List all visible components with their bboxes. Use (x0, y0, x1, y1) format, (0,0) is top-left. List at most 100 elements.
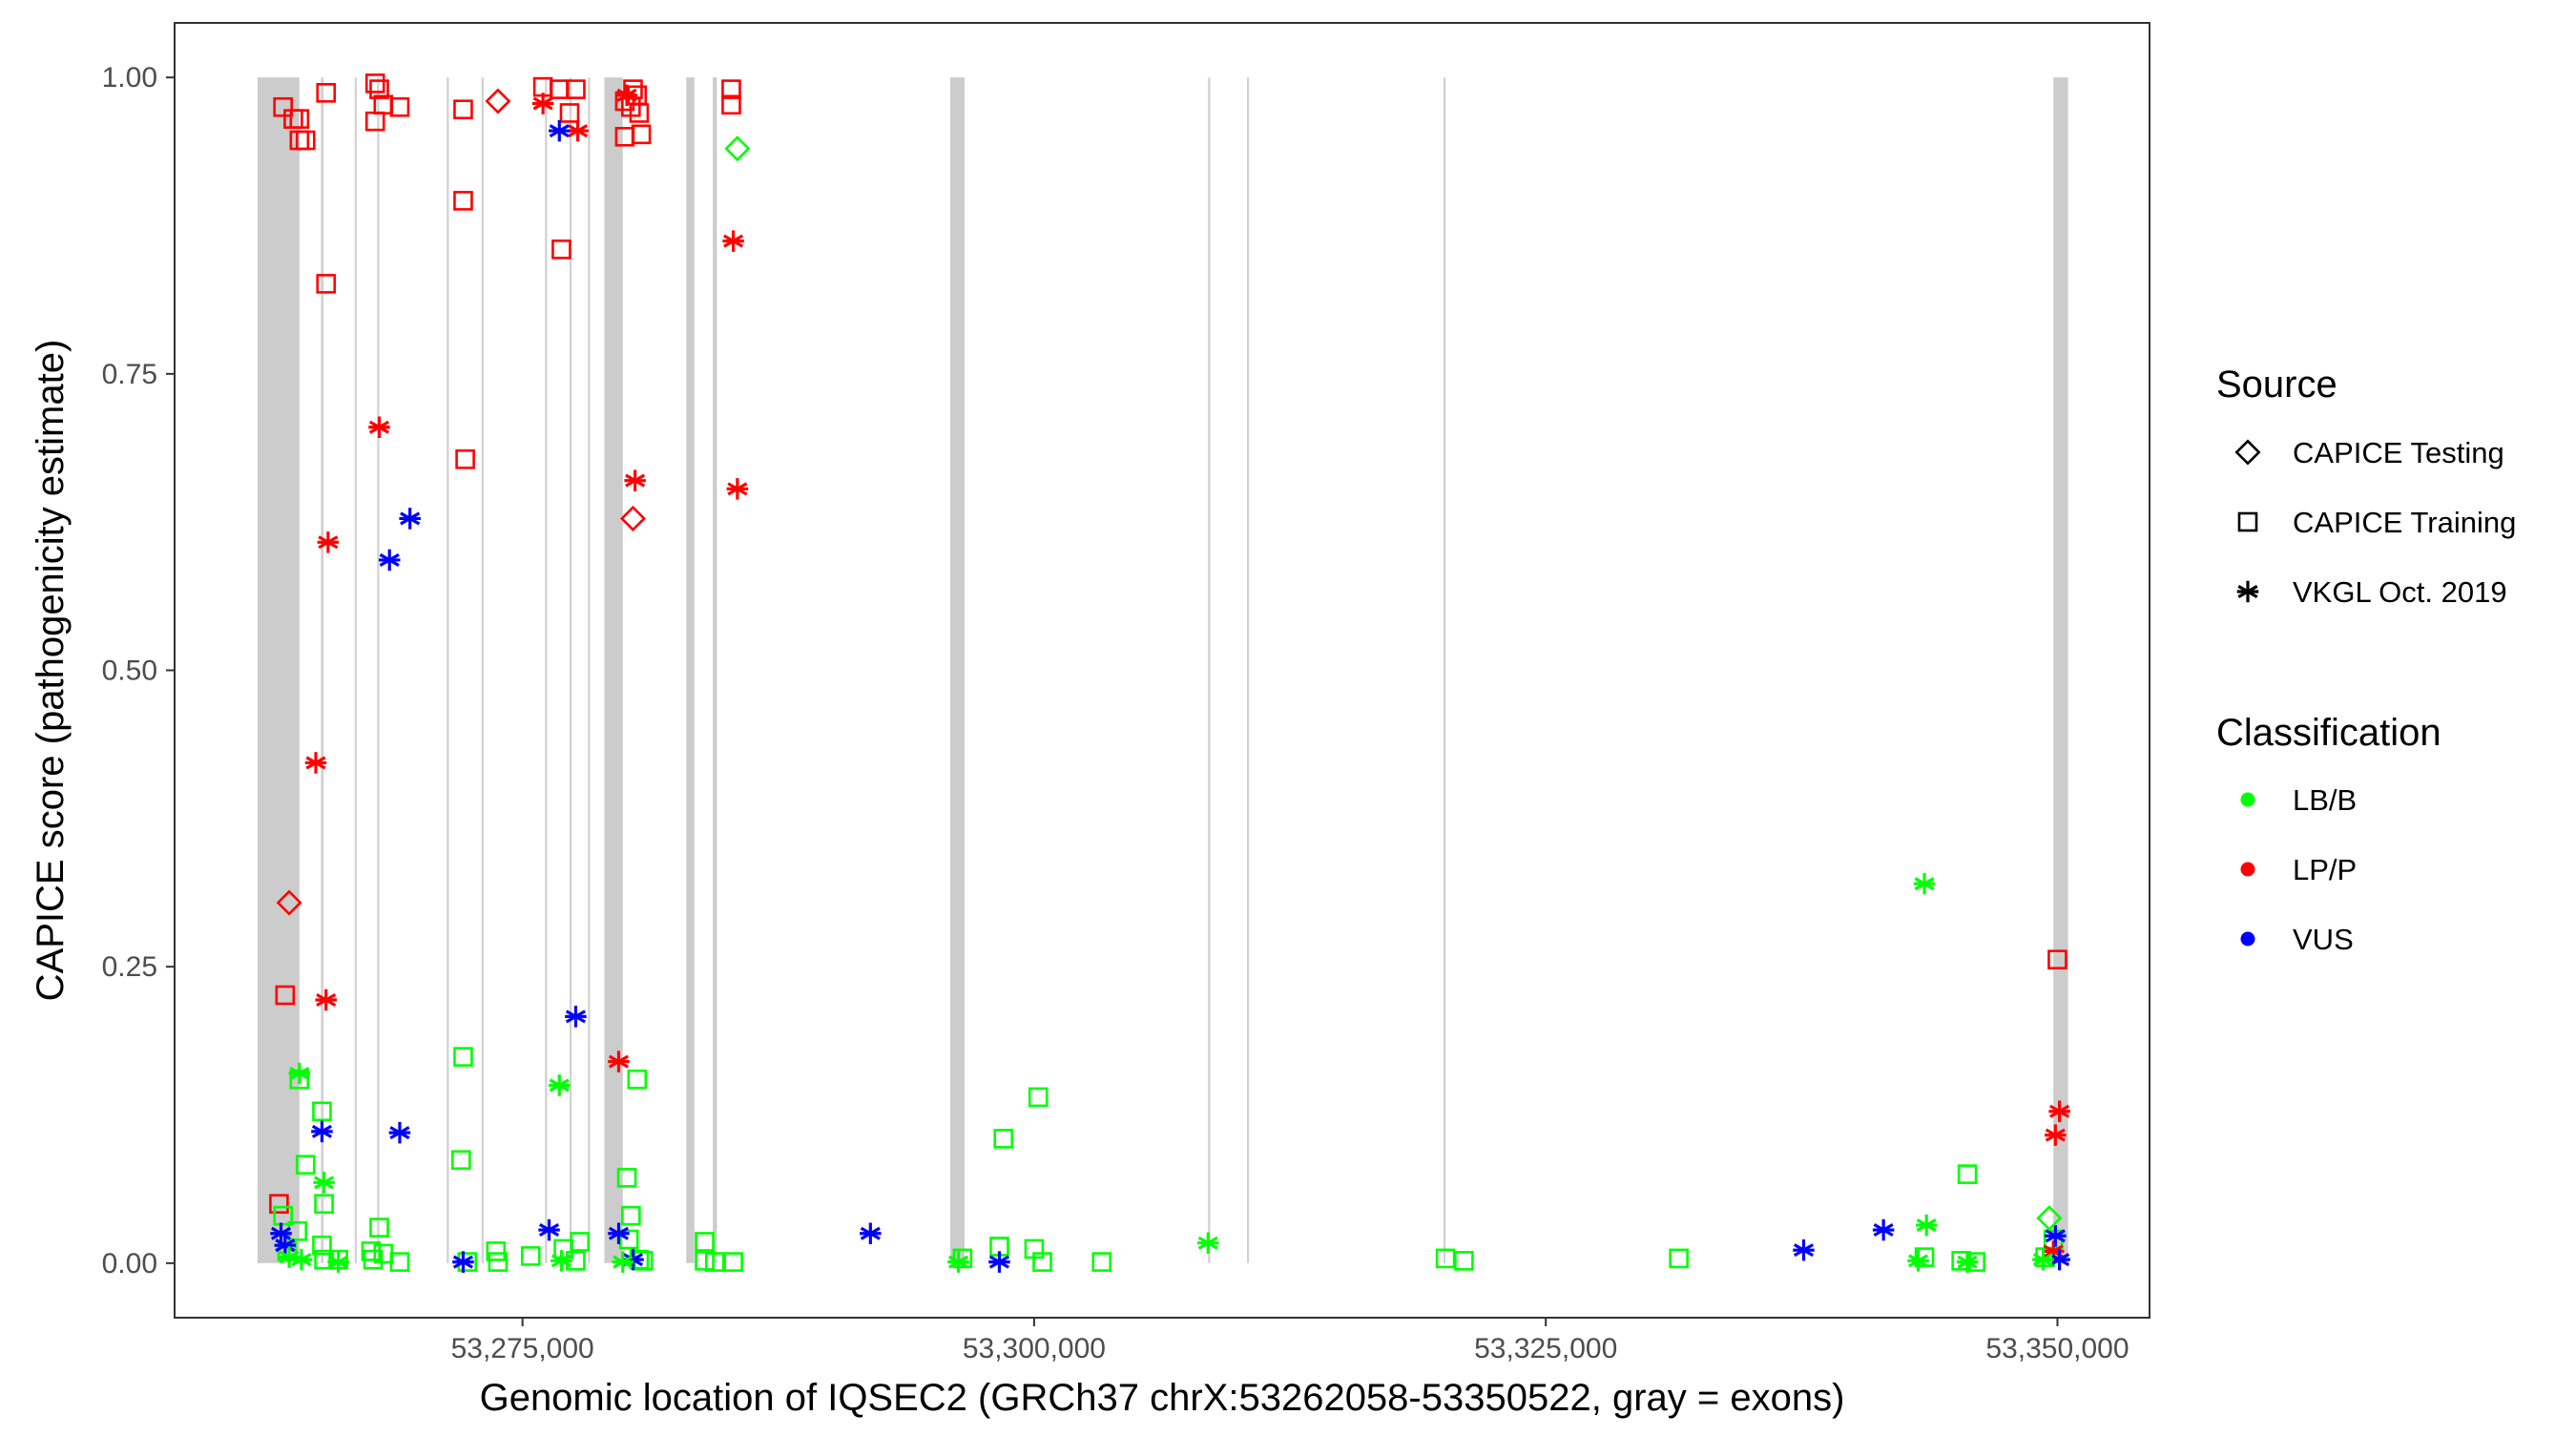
y-tick-label: 0.50 (102, 656, 157, 687)
data-point (612, 1251, 634, 1273)
axes: 0.00 0.25 0.50 0.75 1.00 53,275,000 53,300,000… (102, 62, 2129, 1364)
data-point (315, 989, 337, 1011)
data-point (619, 505, 647, 531)
data-point (1915, 1214, 1938, 1237)
data-point (618, 1229, 639, 1250)
data-point (2032, 1248, 2054, 1271)
data-point (531, 93, 554, 114)
data-point (726, 478, 749, 500)
x-tick-label: 53,300,000 (963, 1333, 1106, 1364)
data-point (2045, 1225, 2067, 1247)
data-point (269, 1194, 289, 1215)
data-point (273, 96, 293, 117)
data-point (378, 549, 401, 572)
data-point (389, 1252, 410, 1272)
exon-band (2053, 77, 2068, 1263)
data-point (629, 103, 650, 123)
legend-title-classification: Classification (2216, 712, 2441, 754)
data-point (452, 1251, 474, 1273)
diamond-marker (2234, 439, 2261, 466)
data-point (295, 1155, 316, 1175)
data-point (288, 1062, 311, 1085)
data-point (608, 1051, 630, 1072)
data-point (549, 119, 571, 142)
exon-band (588, 77, 591, 1263)
exon-band (545, 77, 548, 1263)
data-point (993, 1129, 1014, 1149)
data-point (453, 99, 473, 120)
data-point (312, 1235, 332, 1256)
data-point (947, 1251, 969, 1273)
data-point (549, 1074, 571, 1096)
data-point (486, 1241, 507, 1261)
exon-band (570, 77, 572, 1263)
data-point (369, 79, 389, 99)
dot-marker (2240, 931, 2255, 947)
data-point (1028, 1087, 1049, 1108)
data-point (1669, 1248, 1689, 1269)
data-point (316, 83, 337, 103)
data-point (455, 449, 475, 469)
data-point (289, 109, 310, 129)
data-point (538, 1218, 560, 1241)
data-point (399, 508, 421, 530)
y-tick-label: 0.00 (102, 1248, 157, 1280)
data-point (295, 130, 316, 151)
data-point (860, 1222, 882, 1245)
data-point (368, 416, 390, 439)
exon-band (949, 77, 965, 1263)
exon-band (686, 77, 695, 1263)
data-point (551, 239, 571, 260)
data-point (311, 1120, 333, 1143)
exon-band (354, 77, 357, 1263)
x-axis-title: Genomic location of IQSEC2 (GRCh37 chrX:… (480, 1377, 1845, 1419)
data-point (1907, 1250, 1929, 1272)
data-point (270, 1222, 292, 1245)
exon-band (377, 77, 380, 1263)
dot-marker (2240, 862, 2255, 877)
data-point (451, 1150, 471, 1171)
data-point (363, 1249, 384, 1270)
data-point (389, 96, 410, 117)
y-axis-title: CAPICE score (pathogenicity estimate) (30, 340, 72, 1002)
data-point (721, 94, 741, 115)
data-point (559, 103, 580, 123)
data-point (369, 1217, 389, 1238)
data-point (304, 752, 327, 774)
legend-item-source: CAPICE Testing (2293, 436, 2504, 469)
data-point (312, 1101, 332, 1122)
exon-band (1247, 77, 1250, 1263)
x-tick-label: 53,275,000 (451, 1333, 594, 1364)
exon-band (1443, 77, 1446, 1263)
data-point (317, 531, 340, 553)
data-point (276, 889, 302, 916)
exon-band (713, 77, 717, 1263)
data-point (327, 1251, 349, 1273)
data-point (721, 79, 741, 99)
data-point (313, 1172, 335, 1194)
dot-marker (2240, 792, 2255, 807)
data-point (627, 1069, 648, 1090)
data-point (615, 84, 638, 107)
legends: Source CAPICE Testing CAPICE Training VKGL … (2216, 364, 2516, 956)
x-tick-label: 53,325,000 (1474, 1333, 1617, 1364)
x-tick-label: 53,350,000 (1985, 1333, 2129, 1364)
data-point (705, 1252, 725, 1272)
data-point (1454, 1251, 1474, 1271)
data-point (1957, 1164, 1978, 1184)
square-marker (2237, 511, 2258, 532)
data-point (1872, 1218, 1895, 1241)
exon-band (481, 77, 484, 1263)
data-point (1435, 1248, 1456, 1269)
exon-band (1208, 77, 1211, 1263)
data-point (621, 1205, 641, 1226)
data-point (275, 985, 296, 1006)
data-point (624, 469, 646, 491)
data-point (2036, 1205, 2063, 1232)
data-point (290, 1248, 313, 1271)
data-point (388, 1121, 411, 1144)
data-point (724, 135, 751, 162)
data-point (2047, 949, 2067, 970)
data-point (608, 1222, 630, 1245)
